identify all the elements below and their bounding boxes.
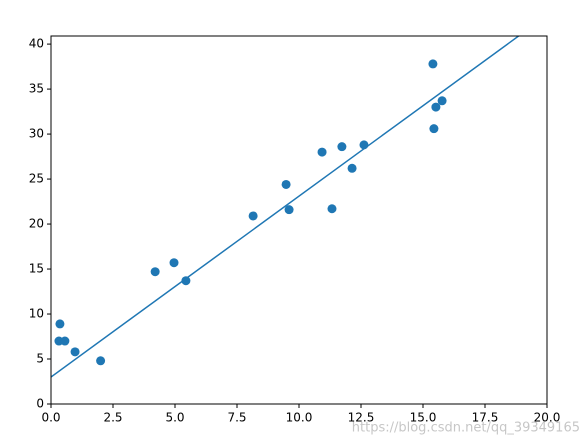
y-tick-label: 25 — [29, 172, 44, 186]
x-tick-label: 10.0 — [286, 411, 313, 425]
y-tick-label: 5 — [36, 352, 44, 366]
y-tick-label: 30 — [29, 127, 44, 141]
y-tick-label: 20 — [29, 217, 44, 231]
point — [429, 124, 439, 134]
point — [169, 258, 179, 268]
point — [96, 356, 106, 366]
point — [150, 267, 160, 277]
axes-frame — [50, 35, 548, 405]
point — [181, 276, 191, 286]
point — [327, 204, 337, 214]
watermark: https://blog.csdn.net/qq_39349165 — [352, 421, 580, 436]
plot-area — [51, 36, 520, 378]
x-tick-label: 12.5 — [348, 411, 375, 425]
y-tick-label: 0 — [36, 397, 44, 411]
x-tick-label: 5.0 — [165, 411, 184, 425]
x-tick-label: 0.0 — [41, 411, 60, 425]
point — [437, 96, 447, 106]
point — [317, 147, 327, 157]
point — [248, 211, 258, 221]
point — [337, 142, 347, 152]
y-tick-label: 40 — [29, 37, 44, 51]
point — [55, 319, 65, 329]
fit-line — [51, 36, 520, 378]
point — [284, 205, 294, 215]
point — [428, 59, 438, 69]
y-tick-label: 35 — [29, 82, 44, 96]
x-tick-label: 2.5 — [103, 411, 122, 425]
y-tick-label: 10 — [29, 307, 44, 321]
point — [70, 347, 80, 357]
x-tick-label: 17.5 — [472, 411, 499, 425]
x-tick-label: 15.0 — [410, 411, 437, 425]
point — [60, 336, 70, 346]
point — [347, 163, 357, 173]
y-tick-label: 15 — [29, 262, 44, 276]
point — [281, 179, 291, 189]
x-tick-label: 20.0 — [534, 411, 561, 425]
x-tick-label: 7.5 — [227, 411, 246, 425]
point — [431, 102, 441, 112]
